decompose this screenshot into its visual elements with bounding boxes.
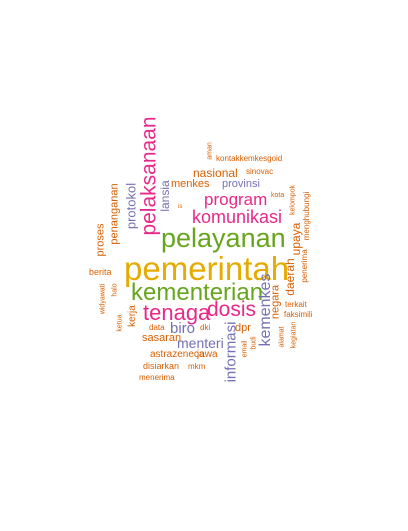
word-sasaran: sasaran [142,332,182,344]
word-terkait: terkait [285,300,307,309]
word-widyawati: widyawati [99,283,107,315]
word-mkm: mkm [188,362,206,371]
word-provinsi: provinsi [222,178,260,190]
word-email: email [241,340,249,358]
word-komunikasi: komunikasi [192,207,283,227]
word-dosis: dosis [207,298,257,321]
word-kontakkemkesgoid: kontakkemkesgoid [216,154,283,163]
word-kerja: kerja [127,305,138,327]
word-pelayanan: pelayanan [161,223,286,253]
word-budi: budi [250,336,258,350]
word-menghubungi: menghubungi [302,191,311,241]
word-is: is [178,204,183,210]
word-sinovac: sinovac [246,167,274,176]
word-lansia: lansia [158,180,172,212]
word-negara: negara [269,284,282,320]
word-astrazeneca: astrazeneca [150,349,205,360]
word-daerah: daerah [283,258,297,296]
word-menteri: menteri [177,335,224,351]
word-kegiatan: kegiatan [290,321,298,349]
word-dki: dki [200,323,211,332]
word-disiarkan: disiarkan [143,361,180,371]
word-data: data [149,323,165,332]
word-kementerian: kementerian [131,279,264,306]
word-program: program [204,190,268,209]
word-biro: biro [170,320,196,337]
word-berita: berita [89,267,112,277]
word-menerima: menerima [139,373,175,382]
word-alamat: alamat [278,326,286,348]
word-penanganan: penanganan [108,183,121,245]
word-kota: kota [271,192,285,199]
word-menkes: menkes [171,178,210,190]
word-kelompok: kelompok [289,185,297,215]
word-pemerintah: pemerintah [124,250,290,287]
word-protokol: protokol [123,182,139,230]
word-penerima: penerima [300,249,309,283]
word-halo: halo [111,283,119,297]
word-dpr: dpr [235,322,251,334]
word-aman: aman [206,142,214,160]
word-nasional: nasional [193,166,238,180]
word-proses: proses [94,223,107,257]
word-pelaksanaan: pelaksanaan [137,116,161,236]
word-ketua: ketua [116,314,124,332]
word-tenaga: tenaga [143,300,211,325]
word-jawa: jawa [197,349,218,360]
word-faksimili: faksimili [284,310,313,319]
